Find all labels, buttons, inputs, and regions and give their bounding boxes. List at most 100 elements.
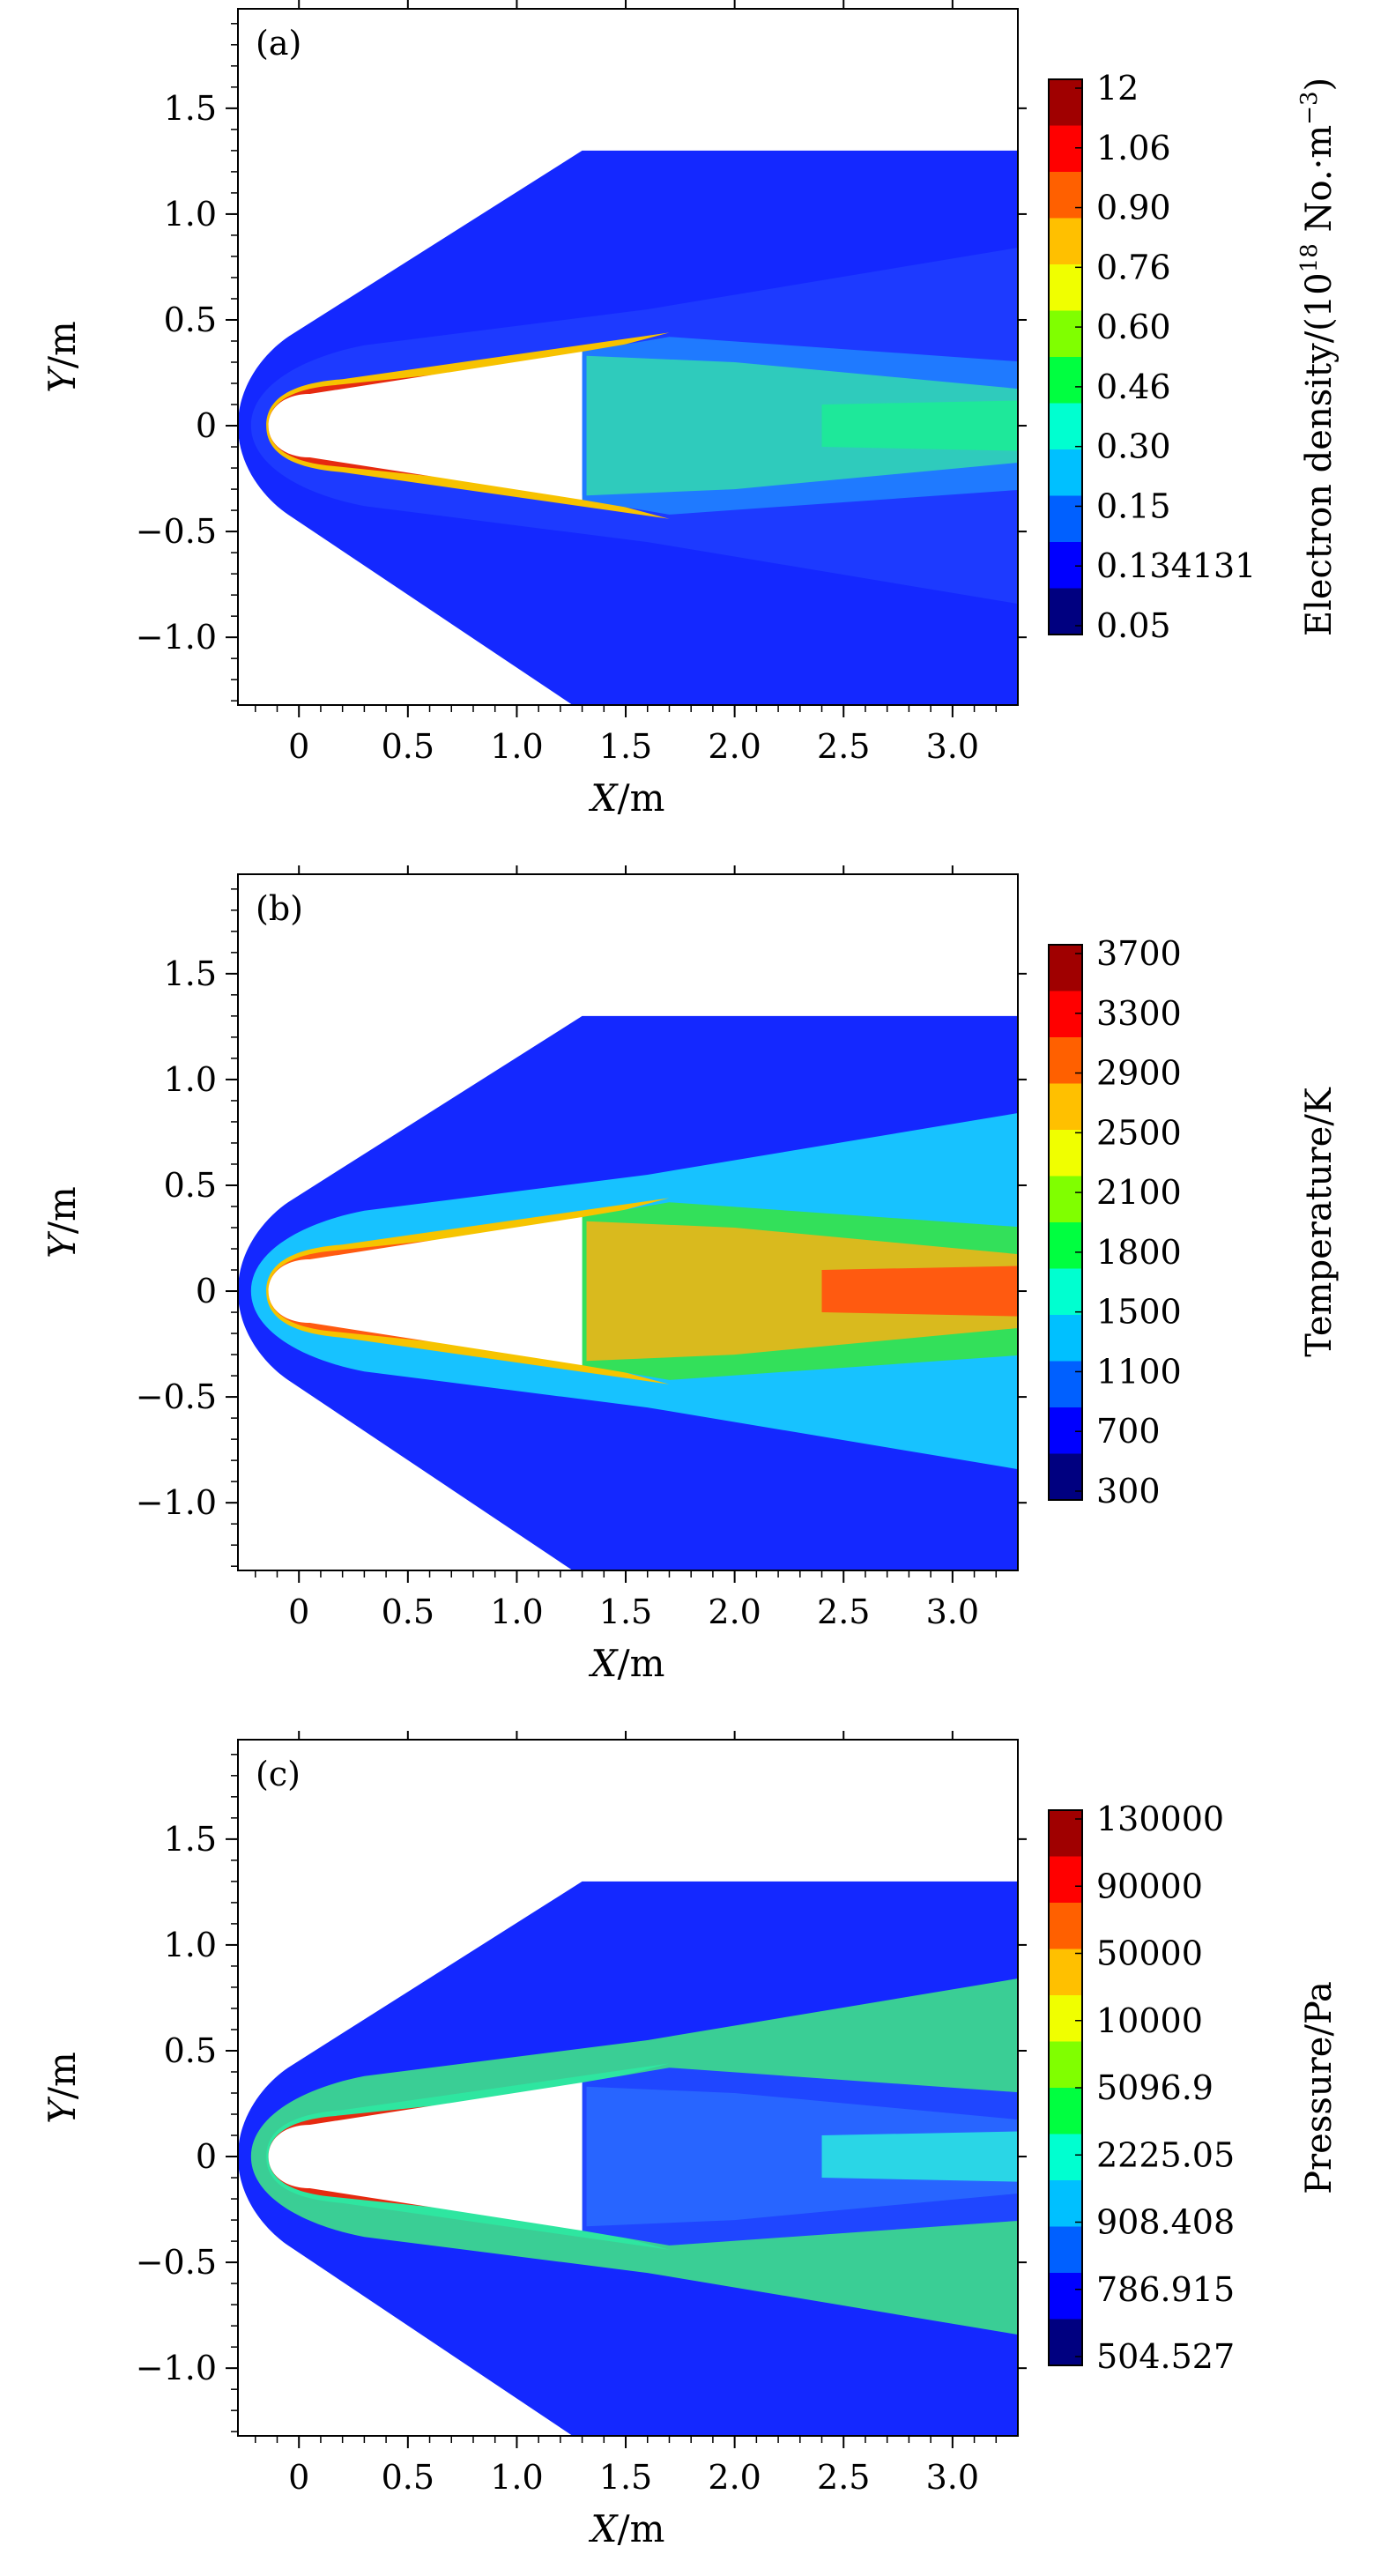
y-axis-unit: /m bbox=[41, 1186, 84, 1234]
colorbar-label: Temperature/K bbox=[1299, 1087, 1340, 1357]
x-tick-label: 1.5 bbox=[599, 2458, 652, 2497]
contour-field bbox=[238, 874, 1018, 1570]
colorbar-band bbox=[1049, 1476, 1082, 1501]
colorbar-band bbox=[1049, 79, 1082, 103]
x-tick-label: 0.5 bbox=[382, 727, 434, 766]
colorbar-band bbox=[1049, 264, 1082, 288]
colorbar-band bbox=[1049, 148, 1082, 173]
colorbar-band bbox=[1049, 125, 1082, 150]
x-tick-label: 2.5 bbox=[817, 2458, 870, 2497]
x-axis-label: X/m bbox=[589, 2507, 665, 2550]
y-axis-unit: /m bbox=[41, 2052, 84, 2099]
x-axis-label: X/m bbox=[589, 1642, 665, 1685]
y-axis: 1.5 1.0 0.5 0 −0.5 −1.0 bbox=[136, 888, 1027, 1567]
colorbar-tick-label: 1.06 bbox=[1096, 129, 1171, 167]
x-tick-label: 3.0 bbox=[926, 727, 979, 766]
colorbar-band bbox=[1049, 1810, 1082, 1834]
colorbar-band bbox=[1049, 2157, 1082, 2181]
colorbar-band bbox=[1049, 2273, 1082, 2297]
y-tick-label: −1.0 bbox=[136, 1483, 217, 1522]
colorbar-band bbox=[1049, 2226, 1082, 2251]
colorbar-label-colorbar-label-main: Electron density/(10 bbox=[1299, 272, 1340, 636]
colorbar-band bbox=[1049, 1106, 1082, 1131]
x-tick-label: 1.0 bbox=[490, 727, 543, 766]
wake-center-region bbox=[821, 400, 1018, 451]
colorbar-band bbox=[1049, 1130, 1082, 1154]
colorbar-band bbox=[1049, 2296, 1082, 2320]
colorbar-tick-label: 3300 bbox=[1096, 994, 1182, 1033]
colorbar-band bbox=[1049, 2041, 1082, 2066]
wake-core-region bbox=[586, 1221, 1018, 1362]
colorbar-band bbox=[1049, 1013, 1082, 1038]
colorbar-band bbox=[1049, 333, 1082, 358]
colorbar-tick-label: 0.76 bbox=[1096, 248, 1171, 286]
colorbar: 12 1.06 0.90 0.76 0.60 0.46 0.30 0.15 0.134131 0.… bbox=[1048, 69, 1256, 645]
y-tick-label: 1.5 bbox=[164, 954, 217, 993]
colorbar-band bbox=[1049, 2018, 1082, 2043]
x-tick-label: 1.0 bbox=[490, 2458, 543, 2497]
colorbar-band bbox=[1049, 2249, 1082, 2274]
panel-label: (b) bbox=[256, 889, 303, 928]
x-tick-label: 0.5 bbox=[382, 1592, 434, 1631]
x-axis-unit: /m bbox=[617, 1642, 664, 1685]
colorbar-band bbox=[1049, 1037, 1082, 1061]
colorbar-band bbox=[1049, 403, 1082, 427]
x-tick-label: 2.0 bbox=[708, 727, 761, 766]
y-axis-label: Y/m bbox=[41, 321, 84, 393]
colorbar-band bbox=[1049, 1153, 1082, 1177]
colorbar-band bbox=[1049, 588, 1082, 612]
colorbar-band bbox=[1049, 1384, 1082, 1408]
plot-frame bbox=[237, 1739, 1019, 2437]
colorbar: 3700 3300 2900 2500 2100 1800 1500 1100 700 300 bbox=[1048, 934, 1182, 1511]
colorbar-tick-label: 10000 bbox=[1096, 2001, 1203, 2040]
y-tick-label: 1.5 bbox=[164, 89, 217, 128]
colorbar-band bbox=[1049, 495, 1082, 520]
plot-frame bbox=[237, 8, 1019, 706]
x-axis-label: X/m bbox=[589, 776, 665, 820]
colorbar-tick-label: 2100 bbox=[1096, 1173, 1182, 1212]
y-tick-label: 0.5 bbox=[164, 2031, 217, 2070]
panel-1: (a) 0 0.5 1.0 1.5 2.0 2.5 3.0 X/m 1.5 1.0 0.5 0 −0.5 −… bbox=[41, 0, 1340, 820]
colorbar-band bbox=[1049, 1995, 1082, 2019]
colorbar-band bbox=[1049, 2180, 1082, 2204]
colorbar-tick-label: 5096.9 bbox=[1096, 2068, 1214, 2107]
colorbar-tick-label: 2225.05 bbox=[1096, 2135, 1235, 2174]
colorbar-band bbox=[1049, 1222, 1082, 1246]
y-tick-label: 0 bbox=[196, 2137, 217, 2176]
x-axis: 0 0.5 1.0 1.5 2.0 2.5 3.0 bbox=[255, 865, 998, 1631]
x-axis-unit: /m bbox=[617, 776, 664, 820]
colorbar-band bbox=[1049, 1856, 1082, 1881]
colorbar-label-colorbar-label-end: ) bbox=[1299, 78, 1340, 92]
colorbar-band bbox=[1049, 287, 1082, 312]
colorbar-band bbox=[1049, 1199, 1082, 1223]
y-tick-label: −0.5 bbox=[136, 512, 217, 551]
colorbar-band bbox=[1049, 1903, 1082, 1926]
colorbar-frame bbox=[1048, 78, 1083, 635]
vehicle-body bbox=[268, 2082, 583, 2231]
colorbar-band bbox=[1049, 1949, 1082, 1973]
wake-center-region bbox=[821, 1266, 1018, 1317]
x-tick-label: 1.5 bbox=[599, 1592, 652, 1631]
panel-3: (c) 0 0.5 1.0 1.5 2.0 2.5 3.0 X/m 1.5 1.0 0.5 0 −0.5 −… bbox=[41, 1731, 1340, 2550]
y-tick-label: −0.5 bbox=[136, 1377, 217, 1416]
y-axis-var: Y bbox=[41, 365, 84, 393]
colorbar-band bbox=[1049, 1176, 1082, 1200]
colorbar-band bbox=[1049, 518, 1082, 543]
x-tick-label: 0 bbox=[288, 727, 309, 766]
colorbar-tick-label: 504.527 bbox=[1096, 2337, 1235, 2376]
panel-label: (c) bbox=[256, 1755, 301, 1793]
y-axis-var: Y bbox=[41, 2096, 84, 2124]
plot-frame bbox=[237, 873, 1019, 1571]
y-axis-var: Y bbox=[41, 1230, 84, 1258]
colorbar-band bbox=[1049, 945, 1082, 969]
x-tick-label: 2.5 bbox=[817, 1592, 870, 1631]
colorbar-label-colorbar-label-unit: No.·m bbox=[1299, 125, 1340, 243]
colorbar-band bbox=[1049, 1315, 1082, 1339]
colorbar-band bbox=[1049, 449, 1082, 473]
x-tick-label: 1.5 bbox=[599, 727, 652, 766]
colorbar: 130000 90000 50000 10000 5096.9 2225.05 908.40… bbox=[1048, 1800, 1235, 2376]
contour-field bbox=[238, 9, 1018, 705]
y-tick-label: 0 bbox=[196, 1272, 217, 1310]
y-axis-unit: /m bbox=[41, 321, 84, 368]
